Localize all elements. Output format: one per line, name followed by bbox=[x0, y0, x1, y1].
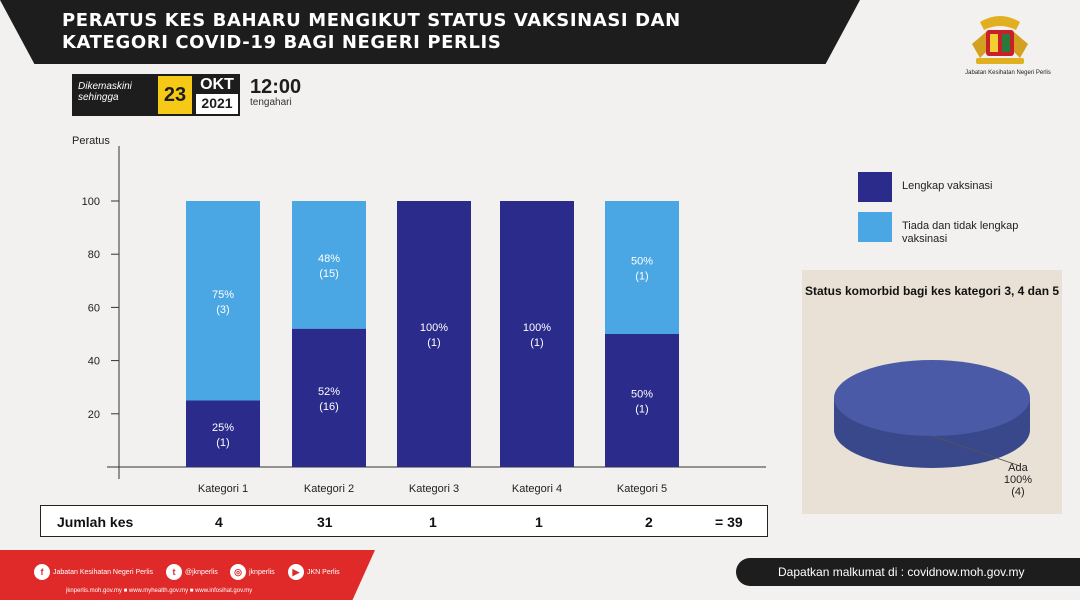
footer-info[interactable]: Dapatkan malkumat di : covidnow.moh.gov.… bbox=[736, 558, 1080, 586]
grand-total: = 39 bbox=[715, 514, 743, 530]
pie-chart bbox=[834, 360, 1030, 468]
pie-label-name: Ada bbox=[1008, 462, 1028, 474]
x-tick-label: Kategori 3 bbox=[409, 483, 459, 495]
bar-count-label: (1) bbox=[427, 337, 440, 349]
totals-label: Jumlah kes bbox=[57, 514, 134, 530]
legend-label-vaccinated: Lengkap vaksinasi bbox=[902, 180, 993, 192]
bar-data-label: 75% bbox=[212, 289, 234, 301]
legend-item-vaccinated: Lengkap vaksinasi bbox=[858, 172, 1052, 202]
page-title: PERATUS KES BAHARU MENGIKUT STATUS VAKSI… bbox=[62, 10, 681, 53]
update-time: 12:00 tengahari bbox=[250, 76, 302, 108]
youtube-icon: ▶ bbox=[288, 564, 304, 580]
bar-data-label: 50% bbox=[631, 256, 653, 268]
bar-segment bbox=[186, 201, 260, 401]
x-tick-label: Kategori 2 bbox=[304, 483, 354, 495]
social-facebook[interactable]: f Jabatan Kesihatan Negeri Perlis bbox=[34, 564, 153, 580]
legend-swatch-vaccinated bbox=[858, 172, 892, 202]
bar-data-label: 25% bbox=[212, 422, 234, 434]
pie-slice-ada bbox=[834, 360, 1030, 436]
bar-data-label: 100% bbox=[420, 322, 448, 334]
update-month: OKT bbox=[196, 76, 238, 94]
bar-count-label: (3) bbox=[216, 304, 229, 316]
bar-segment bbox=[292, 201, 366, 329]
legend-swatch-not-vaccinated bbox=[858, 212, 892, 242]
footer-social-bar: f Jabatan Kesihatan Negeri Perlis t @jkn… bbox=[0, 550, 375, 600]
legend-item-not-vaccinated: Tiada dan tidak lengkap vaksinasi bbox=[858, 212, 1052, 246]
social-youtube[interactable]: ▶ JKN Perlis bbox=[288, 564, 340, 580]
update-day: 23 bbox=[156, 74, 194, 116]
twitter-icon: t bbox=[166, 564, 182, 580]
pie-label-count: (4) bbox=[1011, 486, 1025, 498]
update-label: Dikemaskini sehingga bbox=[72, 74, 156, 116]
pie-label-percent: 100% bbox=[1003, 474, 1032, 486]
pie-label: Ada 100% (4) bbox=[1004, 462, 1032, 498]
bar-count-label: (16) bbox=[319, 401, 339, 413]
comorbid-pie-panel: Status komorbid bagi kes kategori 3, 4 d… bbox=[802, 270, 1062, 514]
total-kategori-2: 31 bbox=[317, 514, 333, 530]
social-instagram[interactable]: ◎ jknperlis bbox=[230, 564, 275, 580]
bar-count-label: (1) bbox=[635, 271, 648, 283]
update-stamp: Dikemaskini sehingga 23 OKT 2021 12:00 t… bbox=[72, 74, 301, 116]
bar-data-label: 100% bbox=[523, 322, 551, 334]
y-tick-label: 60 bbox=[88, 302, 100, 314]
x-tick-label: Kategori 5 bbox=[617, 483, 667, 495]
total-kategori-5: 2 bbox=[645, 514, 653, 530]
y-axis-label: Peratus bbox=[72, 135, 110, 147]
x-tick-label: Kategori 1 bbox=[198, 483, 248, 495]
instagram-icon: ◎ bbox=[230, 564, 246, 580]
x-tick-label: Kategori 4 bbox=[512, 483, 562, 495]
bar-segment bbox=[605, 334, 679, 467]
header-banner bbox=[0, 0, 860, 64]
bar-data-label: 50% bbox=[631, 389, 653, 401]
y-tick-label: 80 bbox=[88, 249, 100, 261]
facebook-icon: f bbox=[34, 564, 50, 580]
total-kategori-4: 1 bbox=[535, 514, 543, 530]
bar-count-label: (15) bbox=[319, 268, 339, 280]
update-month-year: OKT 2021 bbox=[194, 74, 240, 116]
y-tick-label: 100 bbox=[82, 196, 100, 208]
logo-caption: Jabatan Kesihatan Negeri Perlis bbox=[965, 70, 1051, 76]
bar-count-label: (1) bbox=[216, 437, 229, 449]
legend-label-not-vaccinated: Tiada dan tidak lengkap vaksinasi bbox=[902, 220, 1019, 245]
bar-segment bbox=[500, 201, 574, 467]
update-year: 2021 bbox=[201, 95, 233, 111]
totals-row: Jumlah kes 4 31 1 1 2 = 39 bbox=[40, 505, 768, 537]
social-twitter[interactable]: t @jknperlis bbox=[166, 564, 218, 580]
crest-icon bbox=[972, 16, 1028, 64]
y-tick-label: 40 bbox=[88, 356, 100, 368]
bar-segment bbox=[186, 400, 260, 467]
chart-legend: Lengkap vaksinasi Tiada dan tidak lengka… bbox=[858, 172, 1052, 256]
y-tick-label: 20 bbox=[88, 409, 100, 421]
bar-segment bbox=[292, 328, 366, 467]
total-kategori-1: 4 bbox=[215, 514, 223, 530]
pie-title: Status komorbid bagi kes kategori 3, 4 d… bbox=[804, 284, 1060, 298]
bar-count-label: (1) bbox=[530, 337, 543, 349]
bar-data-label: 48% bbox=[318, 253, 340, 265]
bar-data-label: 52% bbox=[318, 386, 340, 398]
bar-segment bbox=[397, 201, 471, 467]
bar-segment bbox=[605, 201, 679, 334]
bar-count-label: (1) bbox=[635, 404, 648, 416]
total-kategori-3: 1 bbox=[429, 514, 437, 530]
footer-websites: jknperlis.moh.gov.my ■ www.myhealth.gov.… bbox=[66, 588, 253, 594]
